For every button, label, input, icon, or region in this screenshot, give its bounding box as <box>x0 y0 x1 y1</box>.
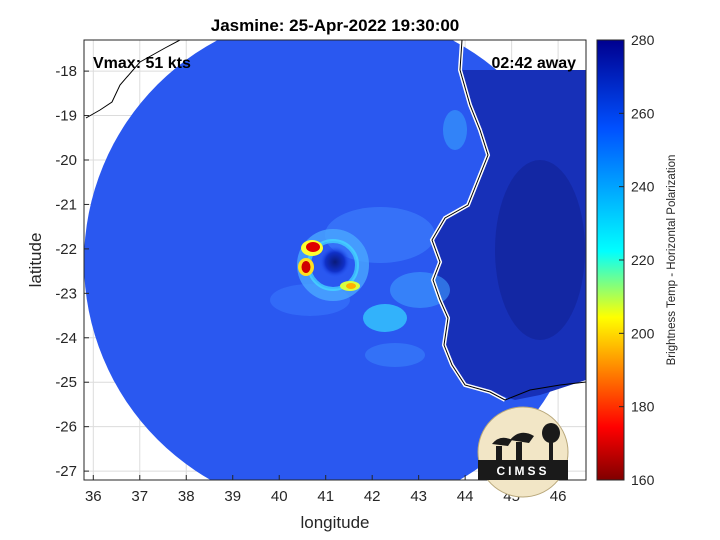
y-tick-label: -20 <box>55 152 77 169</box>
axes-frame <box>83 39 587 481</box>
logo-dish-right <box>510 432 534 443</box>
x-tick-label: 44 <box>457 488 474 505</box>
x-tick-label: 43 <box>410 488 427 505</box>
logo-dish-left <box>492 437 512 446</box>
y-tick-label: -25 <box>55 374 77 391</box>
logo-disk <box>477 406 569 498</box>
band-5 <box>443 110 467 150</box>
x-axis-label: longitude <box>300 513 369 532</box>
y-axis-label: latitude <box>26 233 45 288</box>
logo-text: CIMSS <box>496 464 549 478</box>
y-tick-label: -21 <box>55 196 77 213</box>
x-tick-label: 39 <box>224 488 241 505</box>
logo-tower-tank <box>542 423 560 443</box>
y-tick-label: -19 <box>55 108 77 125</box>
colorbar-tick-label: 240 <box>631 179 655 195</box>
logo-dish-base <box>496 446 502 460</box>
coastline-sw <box>504 381 586 401</box>
swath-image <box>84 40 586 480</box>
y-tick-label: -18 <box>55 63 77 80</box>
band-2 <box>363 304 407 332</box>
x-tick-label: 42 <box>364 488 381 505</box>
x-tick-label: 41 <box>317 488 334 505</box>
x-tick-label: 37 <box>131 488 148 505</box>
logo-tower-leg <box>549 440 553 462</box>
x-tick-label: 36 <box>85 488 102 505</box>
colorbar-tick-label: 180 <box>631 399 655 415</box>
y-tick-label: -26 <box>55 419 77 436</box>
storm-eye <box>319 246 351 278</box>
y-tick-label: -27 <box>55 463 77 480</box>
y-axis-ticks: -18 -19 -20 -21 -22 -23 -24 -25 -26 -27 <box>55 63 89 480</box>
convection-b-core <box>301 261 311 273</box>
convection-a-core <box>306 242 320 252</box>
colorbar-ticks: 160 180 200 220 240 260 280 <box>619 32 655 488</box>
colorbar-tick-label: 280 <box>631 32 655 48</box>
dark-patch <box>495 160 585 340</box>
colorbar: 160 180 200 220 240 260 280 Brightness Temp - … <box>596 32 678 488</box>
vmax-annotation: Vmax: 51 kts <box>93 55 191 72</box>
time-away-annotation: 02:42 away <box>491 55 576 72</box>
x-tick-label: 46 <box>550 488 567 505</box>
colorbar-tick-label: 220 <box>631 252 655 268</box>
coastline-madagascar-edge <box>431 40 506 401</box>
band-6 <box>365 343 425 367</box>
x-tick-label: 40 <box>271 488 288 505</box>
x-tick-label: 38 <box>178 488 195 505</box>
logo-building <box>478 460 568 480</box>
y-tick-label: -22 <box>55 241 77 258</box>
colorbar-tick-label: 200 <box>631 325 655 341</box>
y-tick-label: -24 <box>55 330 77 347</box>
coastline <box>85 40 586 402</box>
convection-c-core <box>346 283 356 289</box>
chart-title: Jasmine: 25-Apr-2022 19:30:00 <box>211 16 460 35</box>
colorbar-tick-label: 260 <box>631 105 655 121</box>
logo-dish-base-2 <box>516 442 522 460</box>
coastline-africa <box>85 40 181 119</box>
colorbar-tick-label: 160 <box>631 472 655 488</box>
colorbar-label: Brightness Temp - Horizontal Polarizatio… <box>666 155 678 366</box>
cimss-logo: CIMSS <box>477 406 569 498</box>
y-tick-label: -23 <box>55 285 77 302</box>
